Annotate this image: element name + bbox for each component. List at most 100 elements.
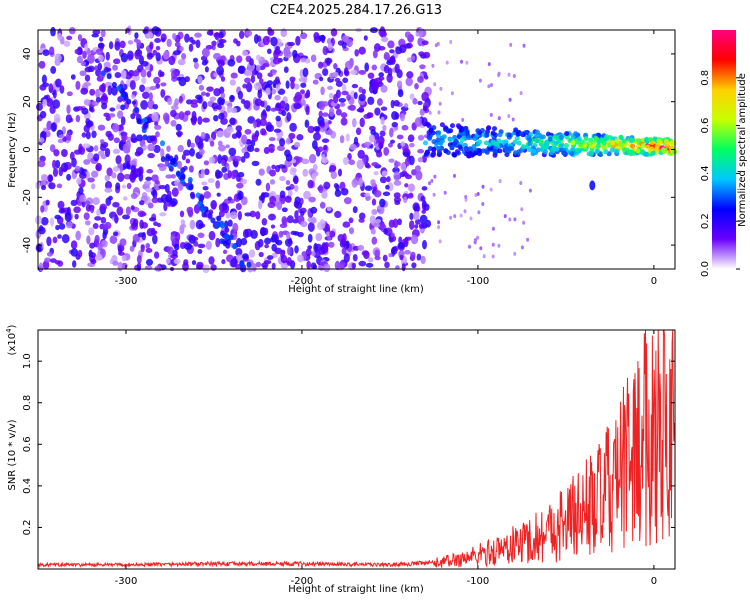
heatmap-cell <box>344 60 353 70</box>
heatmap-cell <box>147 202 154 209</box>
heatmap-cell <box>482 254 486 259</box>
heatmap-cell <box>573 131 579 137</box>
heatmap-cell <box>317 61 324 69</box>
heatmap-cell <box>120 52 128 63</box>
heatmap-cell <box>643 151 649 157</box>
heatmap-cell <box>84 74 91 82</box>
heatmap-cell <box>284 238 293 247</box>
heatmap-cell <box>117 172 125 182</box>
heatmap-cell <box>253 120 258 129</box>
heatmap-cell <box>497 243 501 248</box>
heatmap-cell <box>254 98 263 107</box>
heatmap-cell <box>257 238 264 248</box>
heatmap-cell <box>70 74 76 80</box>
heatmap-cell <box>533 137 539 143</box>
heatmap-cell <box>618 134 624 140</box>
heatmap-cell <box>258 168 265 176</box>
heatmap-cell <box>351 262 357 269</box>
heatmap-cell <box>246 144 255 153</box>
heatmap-cell <box>211 203 217 210</box>
heatmap-cell <box>410 234 419 245</box>
heatmap-cell <box>417 100 423 106</box>
heatmap-cell <box>181 153 186 161</box>
heatmap-cell <box>120 104 126 111</box>
heatmap-cell <box>614 148 620 154</box>
heatmap-cell <box>222 249 228 254</box>
heatmap-cell <box>289 167 297 176</box>
heatmap-cell <box>391 121 399 128</box>
heatmap-cell <box>116 110 124 119</box>
heatmap-cell <box>348 227 355 235</box>
heatmap-cell <box>64 212 72 222</box>
heatmap-cell <box>145 247 153 254</box>
heatmap-cell <box>140 100 149 110</box>
heatmap-cell <box>513 251 517 256</box>
heatmap-cell <box>97 42 105 49</box>
heatmap-cell <box>281 110 287 117</box>
heatmap-cell <box>237 90 244 100</box>
heatmap-cell <box>258 195 264 201</box>
heatmap-cell <box>84 220 91 226</box>
heatmap-cell <box>119 40 126 49</box>
heatmap-cell <box>116 85 122 92</box>
heatmap-cell <box>91 170 99 178</box>
heatmap-cell <box>218 31 224 39</box>
heatmap-cell <box>307 222 315 232</box>
heatmap-cell <box>367 112 374 118</box>
heatmap-cell <box>421 40 429 46</box>
heatmap-cell <box>184 33 190 43</box>
heatmap-cell <box>273 128 282 133</box>
heatmap-cell <box>102 92 107 100</box>
y-tick-label: 0 <box>22 146 33 152</box>
heatmap-cell <box>269 148 275 154</box>
heatmap-cell <box>134 107 140 114</box>
heatmap-cell <box>217 59 225 67</box>
heatmap-cell <box>317 146 324 153</box>
heatmap-cell <box>300 220 308 228</box>
heatmap-cell <box>197 232 205 239</box>
heatmap-cell <box>287 246 292 256</box>
heatmap-cell <box>117 244 125 252</box>
heatmap-cell <box>46 97 54 107</box>
heatmap-cell <box>453 173 456 178</box>
heatmap-cell <box>217 140 223 147</box>
heatmap-cell <box>387 67 393 77</box>
heatmap-cell <box>266 48 272 55</box>
heatmap-cell <box>404 103 409 108</box>
heatmap-cell <box>268 213 276 221</box>
heatmap-cell <box>527 147 533 153</box>
y-tick-label: 20 <box>22 95 33 108</box>
heatmap-cell <box>120 116 126 126</box>
y-tick-label: -40 <box>22 237 33 253</box>
heatmap-cell <box>494 141 500 147</box>
heatmap-cell <box>104 187 113 193</box>
heatmap-cell <box>501 139 506 145</box>
heatmap-cell <box>232 222 239 233</box>
heatmap-cell <box>461 117 465 122</box>
heatmap-cell <box>322 45 329 56</box>
heatmap-cell <box>255 261 262 268</box>
heatmap-cell <box>75 106 84 111</box>
heatmap-cell <box>121 184 127 189</box>
heatmap-cell <box>399 254 404 261</box>
heatmap-cell <box>112 231 119 237</box>
heatmap-cell <box>294 196 301 205</box>
heatmap-cell <box>247 116 256 124</box>
heatmap-cell <box>74 213 79 220</box>
heatmap-cell <box>256 54 261 61</box>
heatmap-cell <box>245 30 253 37</box>
heatmap-cell <box>432 192 436 197</box>
heatmap-cell <box>218 39 227 44</box>
heatmap-cell <box>201 91 206 96</box>
heatmap-cell <box>145 242 150 249</box>
heatmap-cell <box>364 141 372 147</box>
heatmap-cell <box>229 117 236 126</box>
heatmap-cell <box>216 192 221 197</box>
heatmap-cell <box>88 106 93 112</box>
heatmap-cell <box>119 238 127 247</box>
heatmap-cell <box>343 197 352 205</box>
heatmap-cell <box>121 133 127 143</box>
heatmap-cell <box>271 69 277 75</box>
heatmap-cell <box>57 234 62 239</box>
heatmap-cell <box>327 41 333 52</box>
